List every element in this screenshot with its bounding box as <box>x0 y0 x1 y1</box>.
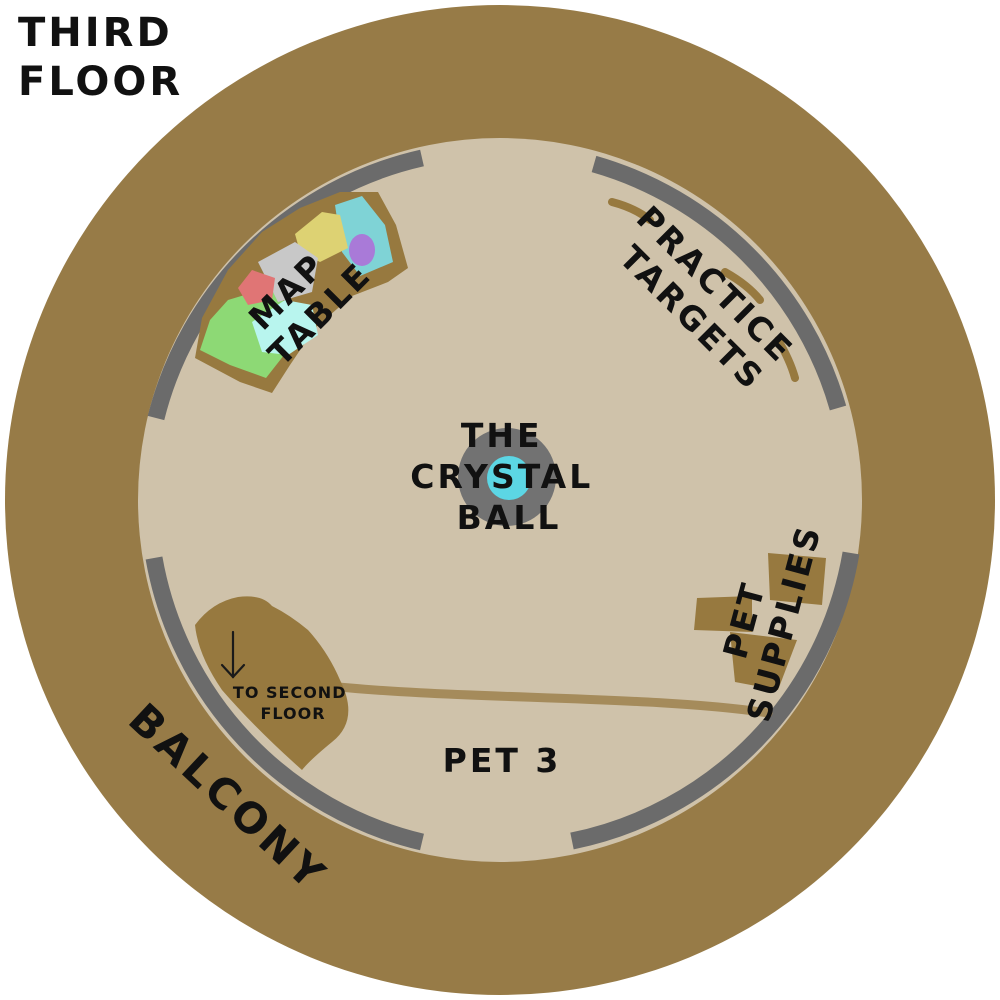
crystal-ball-orb <box>487 456 531 500</box>
crystal-ball-label-line: THE <box>461 416 543 455</box>
target-mark <box>774 336 799 382</box>
pet-supplies <box>694 553 826 690</box>
stairs-label-line: TO SECOND <box>233 683 347 702</box>
floor-title: THIRD FLOOR <box>18 10 190 105</box>
supply-crate <box>730 632 797 690</box>
crystal-ball-label-line: CRYSTAL <box>410 457 593 496</box>
floor-title-line: THIRD <box>18 10 173 56</box>
crystal-ball-label-line: BALL <box>457 498 562 537</box>
floor-title-line: FLOOR <box>18 59 183 105</box>
wall-segment <box>145 556 424 851</box>
floor-path <box>315 680 773 718</box>
practice-targets <box>608 198 799 382</box>
target-mark <box>721 268 764 304</box>
supply-crate <box>694 596 752 632</box>
target-mark <box>608 198 654 224</box>
arrow-down-icon <box>220 630 246 679</box>
map-region-purple <box>349 234 375 266</box>
wall-segment <box>591 155 847 411</box>
map-region-red <box>238 270 275 305</box>
map-region-pale <box>252 300 318 355</box>
crystal-ball-label: THE CRYSTAL BALL <box>410 416 608 537</box>
stairs-label: TO SECOND FLOOR <box>233 683 353 723</box>
map-table <box>195 192 408 393</box>
wall-segment <box>570 551 860 850</box>
map-region-yellow <box>295 212 348 262</box>
pet-3-label: PET 3 <box>443 741 562 780</box>
supply-crate <box>768 553 826 605</box>
stairs-label-line: FLOOR <box>260 704 325 723</box>
